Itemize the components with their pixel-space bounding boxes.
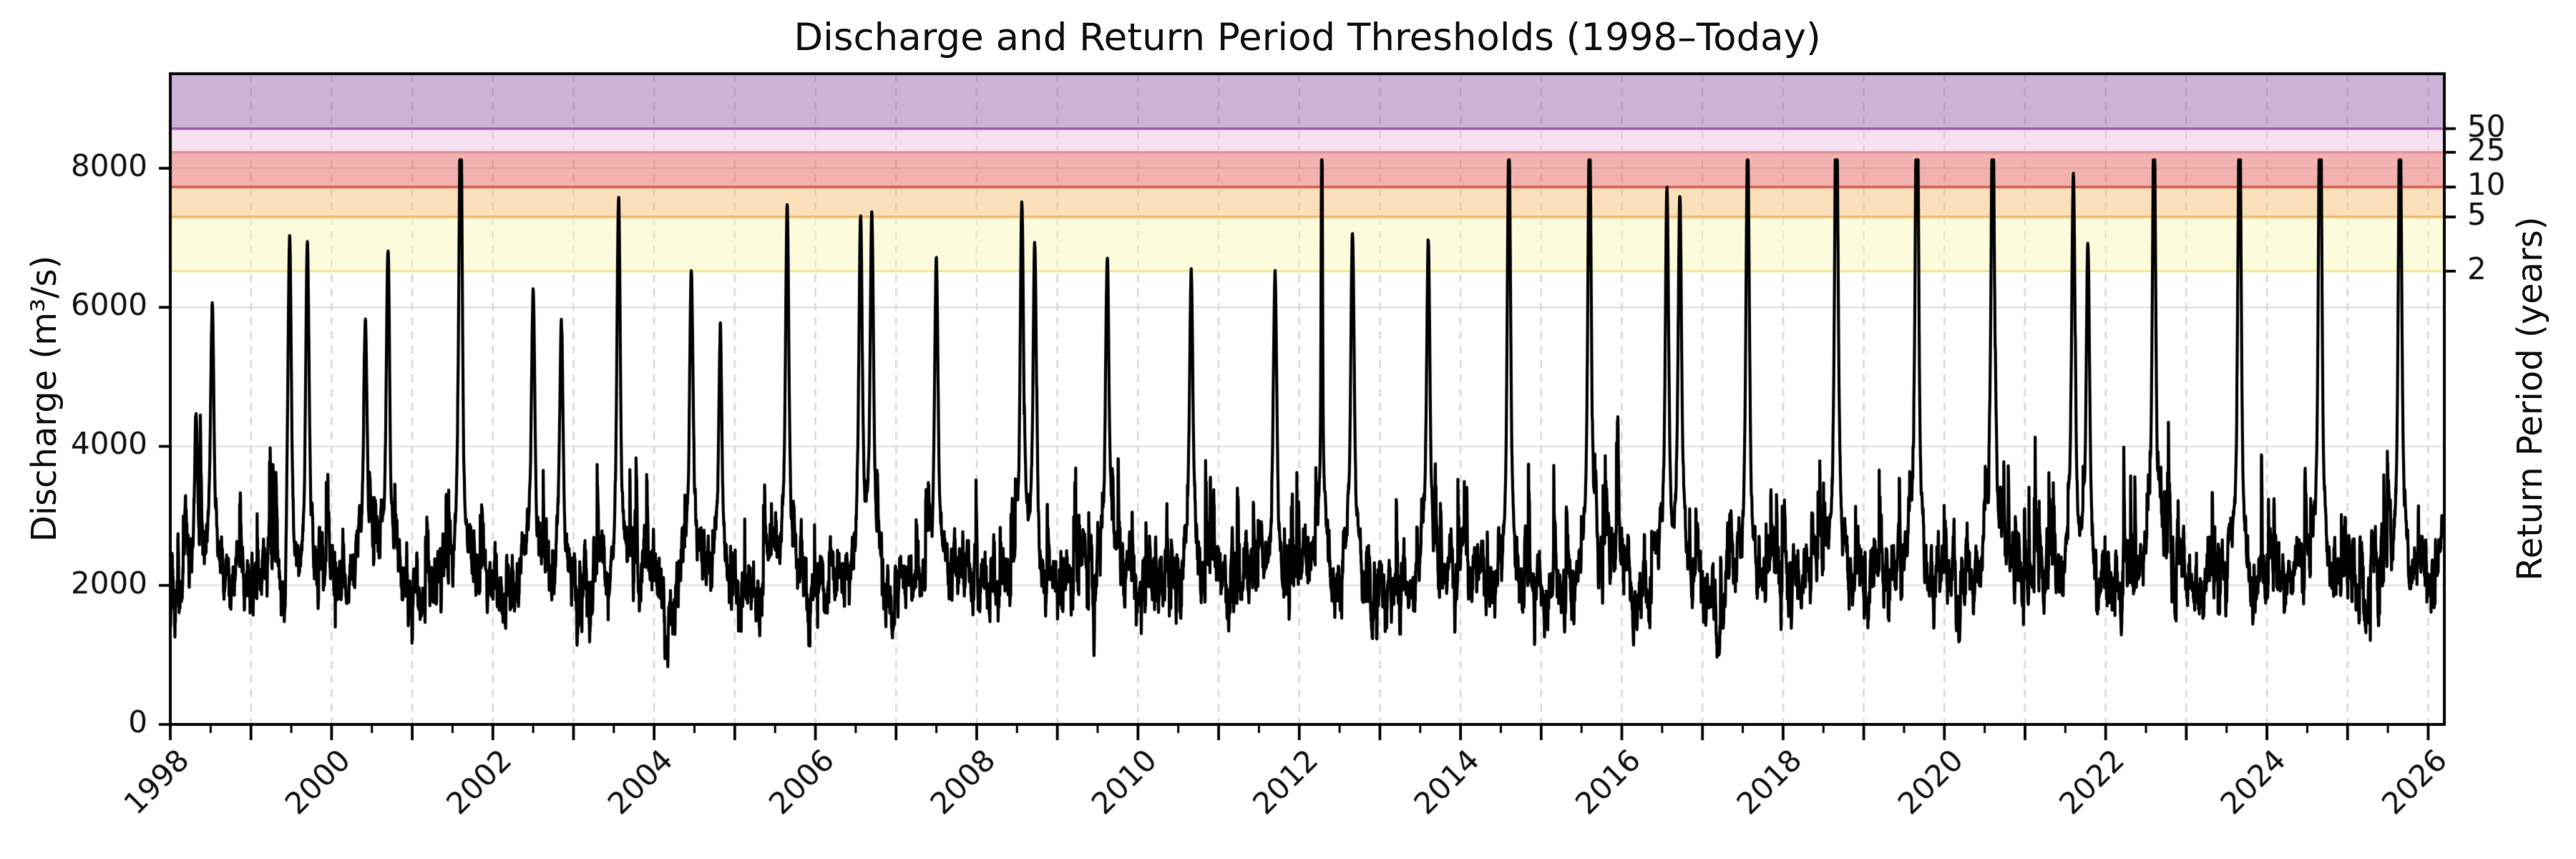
y-axis-label-return-period: Return Period (years) — [2510, 216, 2550, 581]
chart-title: Discharge and Return Period Thresholds (… — [794, 16, 1821, 59]
y-axis-label-discharge: Discharge (m³/s) — [24, 255, 64, 543]
